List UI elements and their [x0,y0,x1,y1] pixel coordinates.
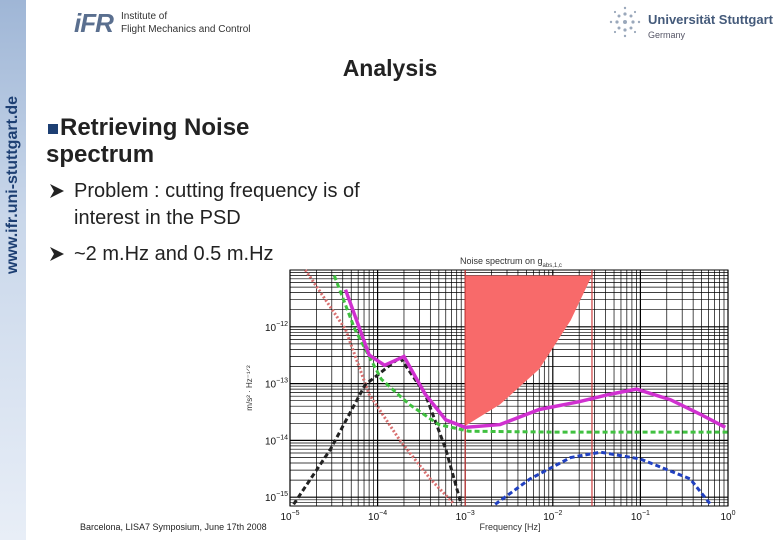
institute-line: Flight Mechanics and Control [121,24,251,35]
chart-title-subscript: abs,1,c [543,263,562,269]
bullet: Retrieving Noise spectrum [46,114,250,168]
university: Universität Stuttgart [648,12,773,27]
tick-label-exponent: −12 [276,321,288,328]
slide-title: Analysis [342,55,438,81]
institute-line: Institute of [121,11,168,22]
tick-label: 10−12 [265,321,288,334]
tick-label-base: 10 [631,512,643,523]
tick-label-exponent: −5 [292,510,300,517]
country: Germany [648,30,686,40]
tick-label: 10−1 [631,510,650,523]
chart-title: Noise spectrum on gabs,1,c [460,256,562,269]
arrow-bullet [50,247,64,261]
tick-label-exponent: −3 [467,510,475,517]
series-line [494,450,712,506]
tick-label: 10−3 [456,510,475,523]
tick-label: 10−2 [543,510,562,523]
tick-label: 10−13 [265,378,288,391]
tick-label-base: 10 [280,512,292,523]
tick-label-exponent: −14 [276,434,288,441]
series-line [343,289,727,430]
tick-label-base: 10 [543,512,555,523]
tick-label-exponent: −13 [276,378,288,385]
sub-bullet: ~2 m.Hz and 0.5 m.Hz [74,243,274,265]
tick-label-base: 10 [265,380,277,391]
series-line [292,355,463,506]
tick-label-exponent: 0 [732,510,736,517]
tick-label-base: 10 [265,493,277,504]
tick-label-base: 10 [456,512,468,523]
tick-label: 10−4 [368,510,387,523]
arrow-bullet [50,184,64,198]
series-line [332,274,728,434]
tick-label-base: 10 [368,512,380,523]
chart-title-main: Noise spectrum on g [460,256,543,266]
sub-bullet: Problem : cutting frequency is of intere… [74,180,360,229]
tick-label-exponent: −15 [276,491,288,498]
tick-label-base: 10 [720,512,732,523]
tick-label-exponent: −1 [642,510,650,517]
region [465,275,592,426]
bullet-icon [48,124,58,134]
footer: Barcelona, LISA7 Symposium, June 17th 20… [80,522,267,532]
tick-label-base: 10 [265,323,277,334]
tick-label: 10−5 [280,510,299,523]
university-seal [609,6,641,38]
x-axis-label: Frequency [Hz] [479,522,540,532]
series-line [304,269,456,506]
tick-label-exponent: −4 [379,510,387,517]
tick-label-base: 10 [265,436,277,447]
tick-label: 10−15 [265,491,288,504]
sidebar: www.ifr.uni-stuttgart.de [0,0,26,540]
y-axis-label: m/s² · Hz⁻¹ᐟ² [245,365,254,411]
logo: iFR [74,8,114,38]
tick-label: 10−14 [265,434,288,447]
tick-label: 100 [720,510,735,523]
tick-label-exponent: −2 [554,510,562,517]
